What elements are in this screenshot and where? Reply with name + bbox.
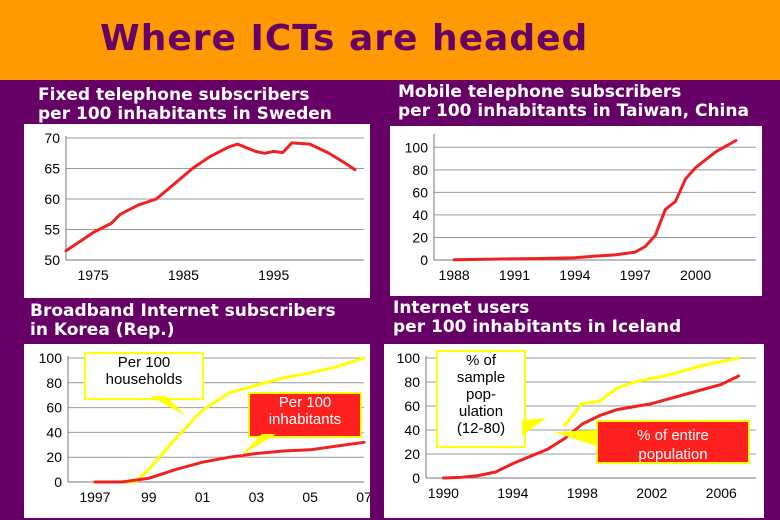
y-tick-label: 20 [404,446,420,462]
panel-title-line: per 100 inhabitants in Taiwan, China [398,101,749,121]
x-tick-label: 1990 [428,485,459,501]
panel-title-korea: Broadband Internet subscribers in Korea … [30,302,336,340]
y-tick-label: 100 [39,350,63,366]
callout-line: Per 100 [117,354,171,371]
callout-line: (12-80) [456,420,506,437]
panel-title-line: Internet users [393,298,530,318]
y-tick-label: 40 [412,207,428,223]
callout-line: % of [465,352,496,369]
x-tick-label: 1985 [168,267,199,283]
series-line [563,356,741,427]
y-tick-label: 70 [44,130,60,146]
x-tick-label: 1991 [499,267,530,283]
y-tick-label: 80 [46,375,62,391]
callout-line: inhabitants [268,411,342,428]
panel-title-line: in Korea (Rep.) [30,320,175,340]
x-tick-label: 07 [356,489,370,505]
callout-line: ulation [458,403,504,420]
title-bar [0,0,780,80]
x-tick-label: 1997 [620,267,651,283]
page-title: Where ICTs are headed [100,18,589,59]
callout-line: households [105,371,183,388]
y-tick-label: 60 [44,191,60,207]
chart-taiwan-svg: 0 20 40 60 80 100 1988 1991 1994 1997 2000 [405,134,756,283]
x-tick-label: 1994 [497,485,528,501]
y-tick-label: 55 [44,222,60,238]
callout-line: % of entire [637,427,709,444]
callout-per-100-inhabitants: Per 100 inhabitants [248,392,362,438]
y-tick-label: 60 [412,184,428,200]
x-tick-label: 2000 [680,267,711,283]
x-tick-label: 01 [195,489,211,505]
series-line [93,356,366,484]
x-tick-label: 03 [249,489,265,505]
y-tick-label: 40 [46,424,62,440]
x-tick-label: 05 [302,489,318,505]
y-tick-label: 0 [412,470,420,486]
x-tick-label: 2006 [706,485,737,501]
y-tick-label: 0 [420,252,428,268]
y-tick-label: 65 [44,161,60,177]
x-tick-label: 1975 [78,267,109,283]
panel-title-line: Mobile telephone subscribers [398,82,682,102]
chart-sweden-svg: 50 55 60 65 70 1975 1985 1995 [44,130,364,283]
panel-title-line: per 100 inhabitants in Iceland [393,317,682,337]
panel-title-iceland: Internet users per 100 inhabitants in Ic… [393,299,681,337]
y-tick-label: 60 [46,400,62,416]
series-line [93,440,366,484]
chart-taiwan: 0 20 40 60 80 100 1988 1991 1994 1997 2000 [390,126,762,296]
y-tick-label: 60 [404,398,420,414]
x-tick-label: 99 [141,489,157,505]
panel-title-line: Fixed telephone subscribers [38,85,310,105]
callout-sample-population: % of sample pop- ulation (12-80) [436,350,526,448]
series-line [64,141,357,253]
y-tick-label: 20 [46,449,62,465]
y-tick-label: 0 [54,474,62,490]
callout-line: population [638,446,708,463]
callout-line: pop- [465,386,497,403]
y-tick-label: 50 [44,252,60,268]
panel-title-line: per 100 inhabitants in Sweden [38,104,332,124]
series-line [452,139,738,262]
y-tick-label: 20 [412,229,428,245]
y-tick-label: 80 [412,162,428,178]
callout-line: sample [456,369,506,386]
panel-title-line: Broadband Internet subscribers [30,301,336,321]
x-tick-label: 2002 [636,485,667,501]
panel-title-taiwan: Mobile telephone subscribers per 100 inh… [398,83,749,121]
callout-per-100-households: Per 100 households [84,352,204,400]
y-tick-label: 80 [404,374,420,390]
x-tick-label: 1988 [439,267,470,283]
y-tick-label: 100 [397,350,421,366]
y-tick-label: 100 [405,139,429,155]
x-tick-label: 1995 [258,267,289,283]
callout-entire-population: % of entire population [596,420,750,464]
callout-line: Per 100 [278,394,332,411]
y-tick-label: 40 [404,422,420,438]
x-tick-label: 1998 [567,485,598,501]
chart-sweden: 50 55 60 65 70 1975 1985 1995 [24,124,370,298]
x-tick-label: 1997 [79,489,110,505]
panel-title-sweden: Fixed telephone subscribers per 100 inha… [38,86,332,124]
x-tick-label: 1994 [559,267,590,283]
